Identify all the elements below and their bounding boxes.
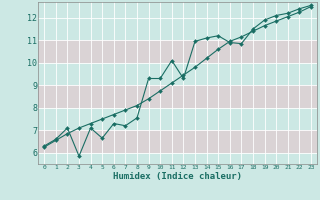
Bar	[38, 85, 317, 108]
Bar	[38, 40, 317, 63]
Bar	[38, 130, 317, 153]
X-axis label: Humidex (Indice chaleur): Humidex (Indice chaleur)	[113, 172, 242, 181]
